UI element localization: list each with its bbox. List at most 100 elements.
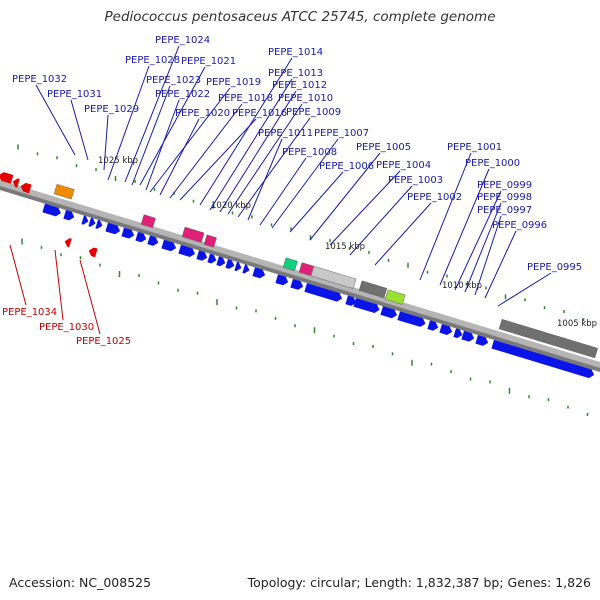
forward-gene-label: PEPE_0996	[492, 220, 547, 231]
forward-gene-arrow	[475, 334, 489, 346]
forward-gene-label: PEPE_1031	[47, 89, 102, 100]
forward-gene-arrow	[242, 264, 250, 274]
forward-gene-label: PEPE_1029	[84, 104, 139, 115]
forward-gene-arrow	[178, 244, 196, 257]
gene-labels: PEPE_1032PEPE_1031PEPE_1029PEPE_1028PEPE…	[2, 35, 582, 347]
forward-gene-arrow	[207, 253, 217, 264]
scale-labels: 1025 kbp 1020 kbp 1015 kbp 1010 kbp 1005 kbp	[98, 156, 597, 329]
forward-gene-leader-line	[309, 152, 381, 241]
kbp-scale-label: 1010 kbp	[442, 281, 482, 291]
green-feature-box	[282, 257, 298, 272]
kbp-scale-label: 1025 kbp	[98, 156, 138, 166]
reverse-gene-arrow	[0, 172, 14, 184]
forward-gene-arrow	[275, 274, 289, 286]
forward-gene-leader-line	[131, 85, 171, 186]
forward-gene-label: PEPE_1010	[278, 93, 333, 104]
forward-gene-leader-line	[124, 45, 180, 183]
orange-feature-box	[53, 184, 75, 200]
forward-gene-label: PEPE_1009	[286, 107, 341, 118]
forward-gene-leader-line	[169, 103, 243, 199]
reverse-gene-arrow	[20, 182, 32, 194]
forward-gene-leader-line	[374, 202, 432, 266]
forward-gene-arrow	[491, 339, 595, 379]
genome-summary-text: Topology: circular; Length: 1,832,387 bp…	[247, 575, 591, 590]
forward-gene-arrow	[63, 210, 75, 221]
forward-gene-leader-line	[247, 138, 283, 221]
forward-gene-leader-line	[70, 99, 89, 161]
lime-feature-box	[384, 289, 406, 305]
forward-gene-label: PEPE_1001	[447, 142, 502, 153]
forward-gene-label: PEPE_1002	[407, 192, 462, 203]
forward-gene-leader-line	[103, 114, 109, 171]
forward-gene-leader-line	[149, 87, 231, 193]
forward-gene-label: PEPE_1004	[376, 160, 431, 171]
forward-gene-leader-line	[464, 202, 502, 293]
kbp-scale-label: 1005 kbp	[557, 319, 597, 329]
forward-gene-label: PEPE_1000	[465, 158, 520, 169]
forward-gene-arrow	[121, 227, 135, 239]
forward-gene-label: PEPE_1005	[356, 142, 411, 153]
magenta-feature-box	[203, 234, 217, 248]
forward-gene-leader-line	[237, 117, 311, 218]
forward-gene-label: PEPE_1008	[282, 147, 337, 158]
forward-gene-leader-line	[209, 78, 293, 211]
forward-gene-label: PEPE_1021	[181, 56, 236, 67]
forward-gene-label: PEPE_0995	[527, 262, 582, 273]
dark-grey-feature-box	[498, 319, 598, 359]
forward-gene-arrow	[88, 217, 96, 227]
page-title: Pediococcus pentosaceus ATCC 25745, comp…	[104, 9, 496, 25]
reverse-gene-leader-line	[9, 244, 27, 306]
forward-gene-leader-line	[484, 230, 517, 299]
forward-gene-leader-line	[349, 185, 413, 256]
forward-gene-label: PEPE_1007	[314, 128, 369, 139]
forward-gene-leader-line	[329, 170, 401, 246]
forward-gene-leader-line	[107, 65, 150, 181]
forward-gene-label: PEPE_1032	[12, 74, 67, 85]
reverse-gene-leader-line	[54, 249, 64, 321]
forward-gene-label: PEPE_1003	[388, 175, 443, 186]
magenta-feature-box	[140, 214, 156, 228]
forward-gene-arrow	[225, 259, 235, 269]
reverse-gene-label: PEPE_1034	[2, 307, 57, 318]
accession-text: Accession: NC_008525	[9, 575, 152, 590]
forward-gene-arrow	[105, 222, 121, 235]
forward-gene-label: PEPE_1024	[155, 35, 210, 46]
tick-marks	[17, 144, 589, 416]
forward-gene-label: PEPE_1014	[268, 47, 323, 58]
reverse-gene-arrow	[64, 238, 72, 248]
forward-gene-label: PEPE_0998	[477, 192, 532, 203]
forward-gene-arrow	[397, 311, 426, 327]
forward-gene-label: PEPE_1018	[218, 93, 273, 104]
grey-feature-box	[310, 265, 357, 289]
forward-gene-label: PEPE_1012	[272, 80, 327, 91]
forward-gene-leader-line	[227, 103, 303, 215]
forward-gene-label: PEPE_0999	[477, 180, 532, 191]
forward-gene-arrow	[380, 306, 398, 319]
forward-gene-arrow	[252, 267, 266, 279]
forward-gene-leader-line	[35, 84, 76, 156]
forward-gene-leader-line	[454, 190, 502, 291]
forward-gene-arrow	[453, 328, 463, 339]
forward-gene-arrow	[427, 320, 439, 331]
forward-gene-arrow	[439, 324, 453, 336]
forward-gene-label: PEPE_1023	[146, 75, 201, 86]
forward-gene-label: PEPE_1016	[232, 108, 287, 119]
forward-gene-leader-line	[497, 272, 552, 307]
forward-gene-leader-line	[219, 90, 297, 213]
forward-gene-leader-line	[179, 118, 257, 201]
forward-gene-label: PEPE_1020	[175, 108, 230, 119]
kbp-scale-label: 1015 kbp	[325, 242, 365, 252]
forward-gene-arrow	[42, 203, 61, 217]
reverse-gene-arrow	[12, 178, 20, 188]
forward-gene-arrow	[304, 283, 343, 302]
dark-grey-feature-box	[358, 280, 388, 299]
forward-gene-leader-line	[439, 168, 490, 286]
reverse-gene-arrow	[88, 247, 98, 258]
forward-gene-arrow	[353, 297, 380, 313]
reverse-gene-leader-line	[79, 259, 101, 335]
reverse-gene-label: PEPE_1030	[39, 322, 94, 333]
forward-gene-leader-line	[139, 66, 206, 186]
genome-backbone	[0, 180, 600, 372]
forward-gene-arrow	[135, 231, 147, 243]
